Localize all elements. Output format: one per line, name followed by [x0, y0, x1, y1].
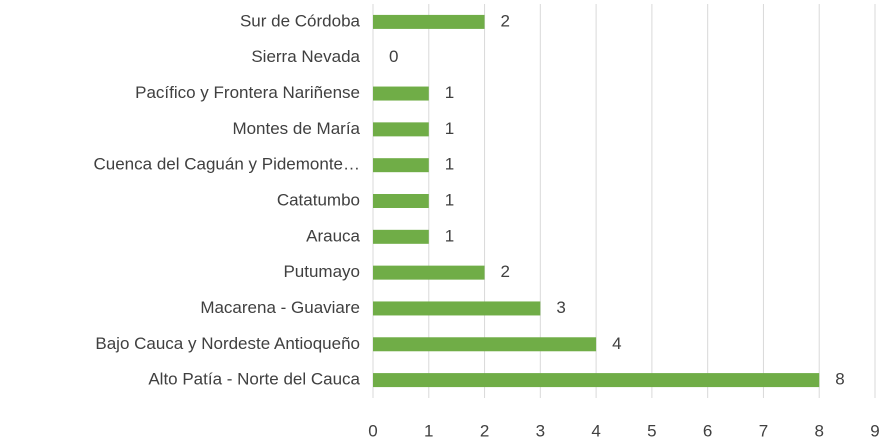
y-tick-label: Arauca: [306, 226, 360, 245]
bar: [373, 229, 429, 244]
data-label: 2: [501, 262, 510, 281]
data-label: 1: [445, 155, 454, 174]
y-tick-label: Macarena - Guaviare: [200, 298, 360, 317]
x-tick-label: 0: [368, 421, 377, 438]
x-tick-label: 8: [814, 421, 823, 438]
data-label: 3: [556, 298, 565, 317]
y-tick-label: Sierra Nevada: [251, 47, 360, 66]
x-tick-label: 6: [703, 421, 712, 438]
y-tick-label: Alto Patía - Norte del Cauca: [148, 370, 360, 389]
x-tick-label: 9: [870, 421, 879, 438]
bar: [373, 158, 429, 173]
bar: [373, 301, 541, 316]
y-tick-label: Sur de Córdoba: [240, 11, 361, 30]
bar: [373, 265, 485, 280]
data-label: 1: [445, 190, 454, 209]
data-label: 2: [501, 11, 510, 30]
y-tick-label: Catatumbo: [277, 190, 360, 209]
x-tick-label: 2: [480, 421, 489, 438]
bar: [373, 337, 597, 352]
bar: [373, 14, 485, 29]
y-tick-label: Putumayo: [283, 262, 360, 281]
x-tick-label: 5: [647, 421, 656, 438]
x-tick-label: 1: [424, 421, 433, 438]
data-label: 0: [389, 47, 398, 66]
x-tick-label: 7: [759, 421, 768, 438]
x-tick-label: 4: [591, 421, 600, 438]
y-tick-label: Bajo Cauca y Nordeste Antioqueño: [95, 334, 360, 353]
data-label: 8: [835, 370, 844, 389]
y-tick-label: Cuenca del Caguán y Pidemonte…: [94, 155, 361, 174]
x-tick-label: 3: [536, 421, 545, 438]
y-tick-label: Pacífico y Frontera Nariñense: [135, 83, 360, 102]
bar: [373, 86, 429, 101]
data-label: 1: [445, 83, 454, 102]
bar: [373, 122, 429, 137]
data-label: 1: [445, 119, 454, 138]
bar: [373, 373, 820, 388]
bar: [373, 194, 429, 208]
data-label: 1: [445, 226, 454, 245]
data-label: 4: [612, 334, 621, 353]
y-tick-label: Montes de María: [232, 119, 360, 138]
